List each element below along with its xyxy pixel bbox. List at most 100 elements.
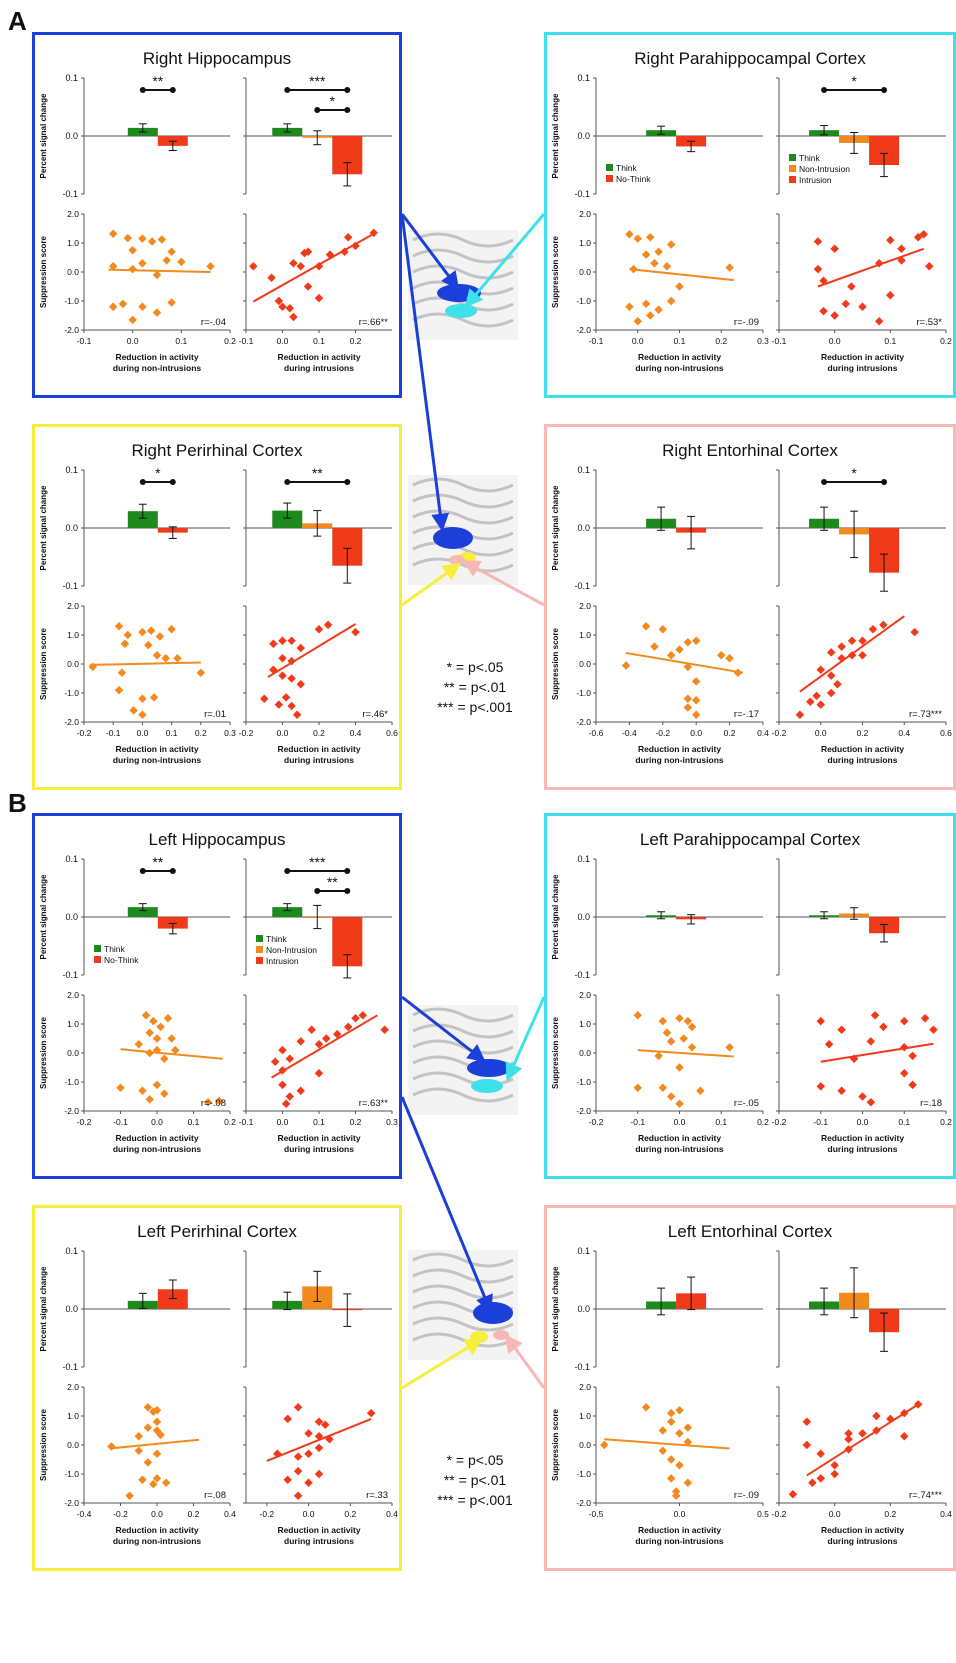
scatter-x-tick-label: 0.0 — [136, 728, 148, 738]
scatter-point — [621, 661, 631, 670]
fit-line — [108, 268, 211, 273]
scatter-y-tick-label: 0.0 — [579, 1440, 591, 1450]
bar-y-label: Percent signal change — [551, 1266, 560, 1351]
scatter-point — [281, 693, 291, 702]
scatter-x-tick-label: 0.0 — [151, 1117, 163, 1127]
brain-fold — [412, 477, 514, 493]
scatter-y-label: Suppression score — [39, 1408, 48, 1481]
sig-dot — [821, 87, 828, 93]
scatter-y-tick-label: 1.0 — [579, 238, 591, 248]
bar-y-tick-label: 0.1 — [65, 854, 78, 864]
bar-y-tick-label: -0.1 — [574, 581, 590, 591]
scatter-point — [897, 244, 906, 254]
arrow-parahippocampal — [505, 996, 546, 1082]
scatter-point — [152, 1080, 162, 1090]
scatter-y-tick-label: -2.0 — [576, 1106, 591, 1116]
scatter-point — [683, 703, 693, 712]
scatter-point — [146, 626, 156, 635]
scatter-point — [293, 1491, 303, 1500]
scatter-x-tick-label: 0.2 — [224, 1117, 236, 1127]
scatter-x-tick-label: 0.0 — [277, 1117, 289, 1127]
scatter-point — [143, 1458, 153, 1467]
legend-label: Non-Intrusion — [266, 945, 317, 955]
sig-label: * — [851, 465, 857, 481]
scatter-x-label: during non-intrusions — [635, 363, 724, 373]
scatter-x-tick-label: -0.1 — [772, 336, 787, 346]
scatter-point — [666, 1037, 676, 1046]
legend-swatch — [606, 164, 613, 171]
scatter-point — [296, 643, 305, 653]
sig-label: *** — [309, 854, 326, 870]
r-label: r=.74*** — [909, 1490, 942, 1501]
scatter-point — [351, 627, 360, 637]
r-label: r=-.05 — [734, 1098, 759, 1109]
scatter-point — [358, 1011, 368, 1020]
scatter-point — [675, 645, 684, 654]
scatter-point — [157, 235, 167, 244]
scatter-point — [143, 1423, 153, 1432]
legend-label: No-Think — [104, 955, 139, 965]
scatter-x-tick-label: 0.4 — [350, 728, 362, 738]
brain-fold — [412, 1252, 514, 1268]
scatter-x-tick-label: 0.6 — [386, 728, 398, 738]
legend-swatch — [606, 175, 613, 182]
scatter-point — [666, 1092, 676, 1101]
fit-line — [820, 1042, 934, 1063]
r-label: r=.66** — [359, 317, 389, 328]
r-label: r=.73*** — [909, 709, 942, 720]
scatter-point — [879, 620, 888, 630]
legend-swatch — [94, 945, 101, 952]
scatter-x-label: during non-intrusions — [113, 755, 202, 765]
panel-right-entorhinal-cortex: Right Entorhinal Cortex Percent signal ch… — [544, 424, 956, 790]
bar-y-tick-label: 0.1 — [577, 465, 590, 475]
scatter-y-tick-label: -2.0 — [64, 325, 79, 335]
scatter-point — [343, 232, 353, 242]
scatter-point — [808, 1478, 817, 1487]
sig-dot — [881, 479, 888, 485]
legend-swatch — [256, 946, 263, 953]
scatter-point — [666, 296, 676, 306]
sig-dot — [284, 479, 291, 485]
scatter-point — [160, 1089, 169, 1098]
scatter-point — [171, 1045, 180, 1055]
brain-slice-left-1 — [408, 1005, 518, 1115]
scatter-y-label: Suppression score — [551, 627, 560, 700]
scatter-point — [278, 302, 287, 312]
scatter-point — [138, 1086, 147, 1095]
fit-line — [109, 1438, 200, 1450]
scatter-y-tick-label: -2.0 — [64, 1498, 79, 1508]
scatter-y-tick-label: 1.0 — [67, 1411, 79, 1421]
scatter-point — [683, 1016, 693, 1026]
scatter-y-tick-label: 1.0 — [67, 1019, 79, 1029]
r-label: r=.18 — [920, 1098, 942, 1109]
scatter-y-tick-label: -1.0 — [64, 1469, 79, 1479]
scatter-point — [691, 677, 701, 686]
scatter-point — [675, 1099, 684, 1108]
sig-dot — [169, 87, 176, 93]
bar-y-tick-label: 0.0 — [65, 1304, 78, 1314]
scatter-point — [717, 651, 726, 660]
brain-roi-hippocampus — [473, 1302, 513, 1324]
scatter-y-tick-label: -1.0 — [576, 1077, 591, 1087]
scatter-x-label: during intrusions — [284, 363, 354, 373]
significance-note: *** = p<.001 — [437, 699, 513, 715]
scatter-point — [858, 302, 867, 312]
scatter-point — [671, 1487, 681, 1496]
scatter-x-tick-label: 0.1 — [674, 336, 686, 346]
scatter-point — [138, 302, 147, 312]
scatter-x-tick-label: 0.0 — [674, 1117, 686, 1127]
brain-fold — [412, 509, 514, 525]
scatter-point — [304, 1478, 313, 1487]
scatter-point — [296, 261, 305, 271]
scatter-point — [177, 257, 186, 267]
scatter-y-tick-label: 2.0 — [67, 1382, 79, 1392]
scatter-y-tick-label: -1.0 — [64, 296, 79, 306]
sig-dot — [284, 868, 291, 874]
scatter-point — [145, 1028, 154, 1037]
scatter-point — [826, 671, 836, 680]
scatter-point — [819, 306, 828, 316]
scatter-x-tick-label: 0.1 — [175, 336, 187, 346]
brain-roi-parahippocampal — [471, 1079, 503, 1093]
scatter-point — [650, 259, 659, 268]
bar-y-label: Percent signal change — [551, 485, 560, 570]
